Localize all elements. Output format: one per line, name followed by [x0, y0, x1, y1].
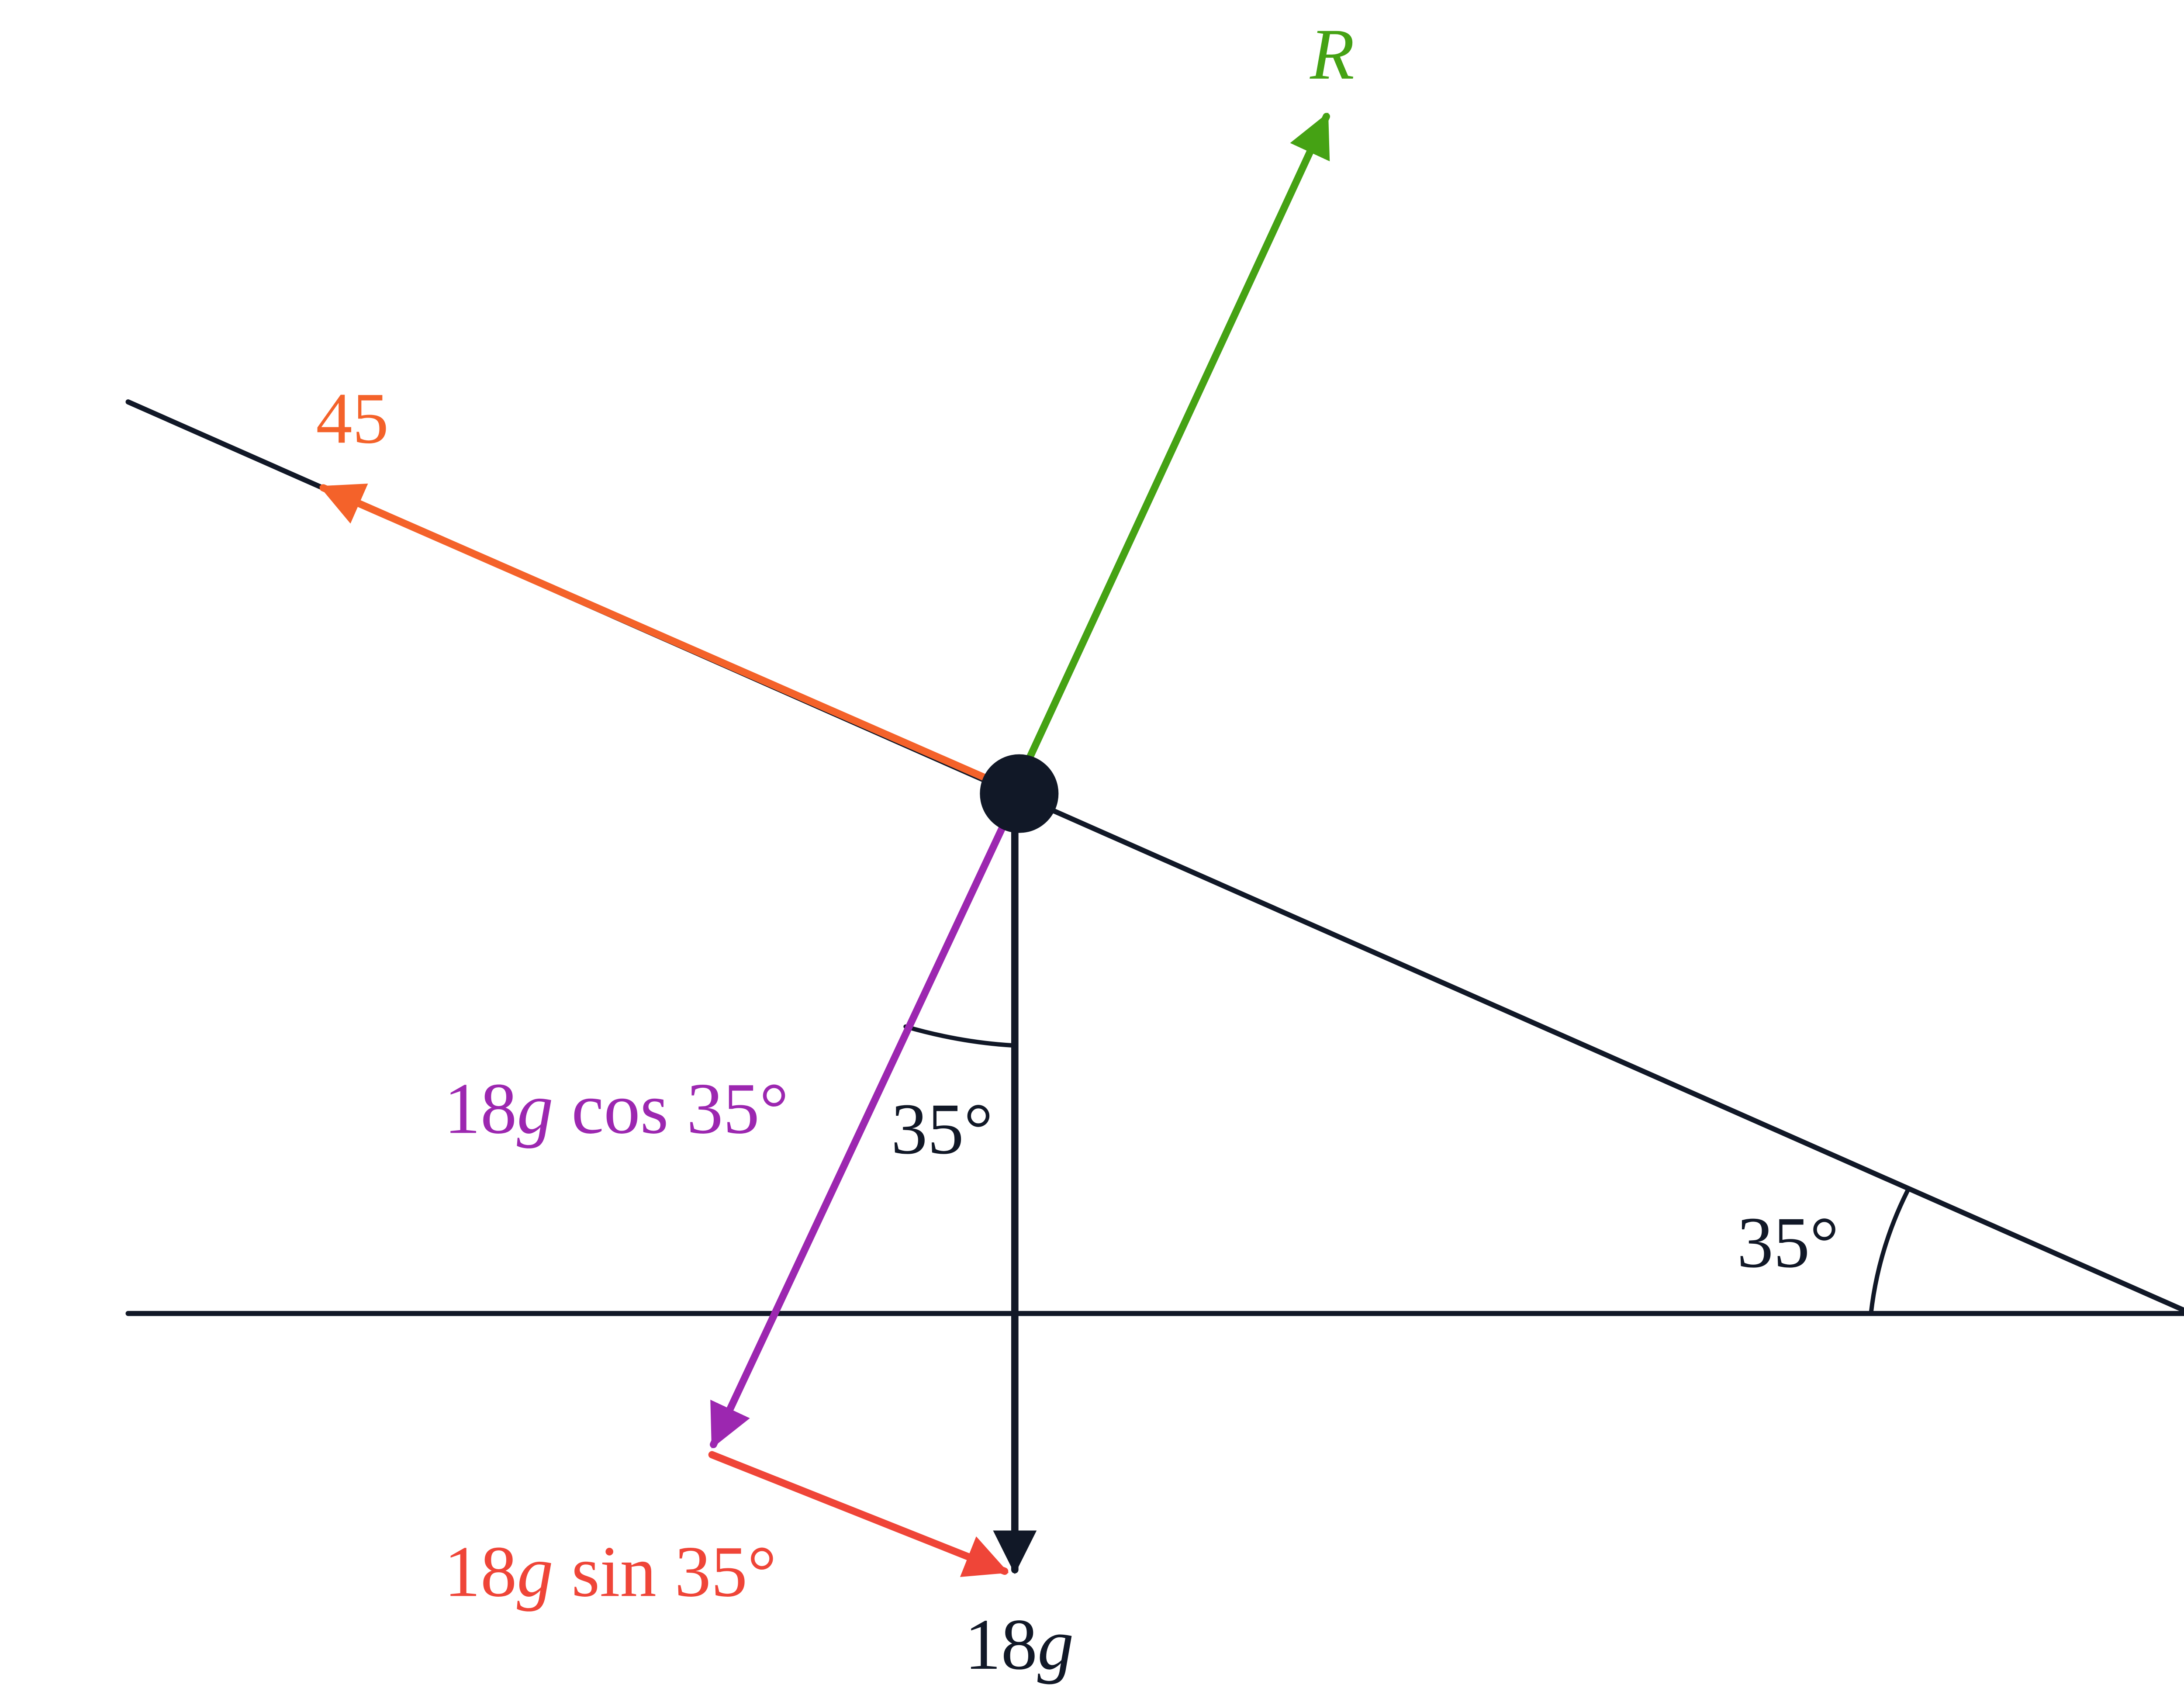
reaction-arrow — [1023, 112, 1330, 768]
weight-label: 18g — [964, 1604, 1074, 1685]
pull-label: 45 — [316, 378, 389, 459]
angle-label: 35° — [1737, 1202, 1839, 1283]
parallel-component-arrow — [708, 1451, 1009, 1577]
reaction-label: R — [1310, 14, 1355, 95]
pull-arrow — [319, 483, 1009, 790]
angle-label: 35° — [891, 1089, 993, 1169]
particle — [980, 754, 1059, 833]
angle-arc — [1869, 1189, 1910, 1316]
normal-component-arrow — [710, 819, 1009, 1449]
angle-arc — [903, 1024, 1017, 1048]
normal-component-label: 18g cos 35° — [444, 1068, 789, 1149]
parallel-component-label: 18g sin 35° — [444, 1531, 777, 1612]
